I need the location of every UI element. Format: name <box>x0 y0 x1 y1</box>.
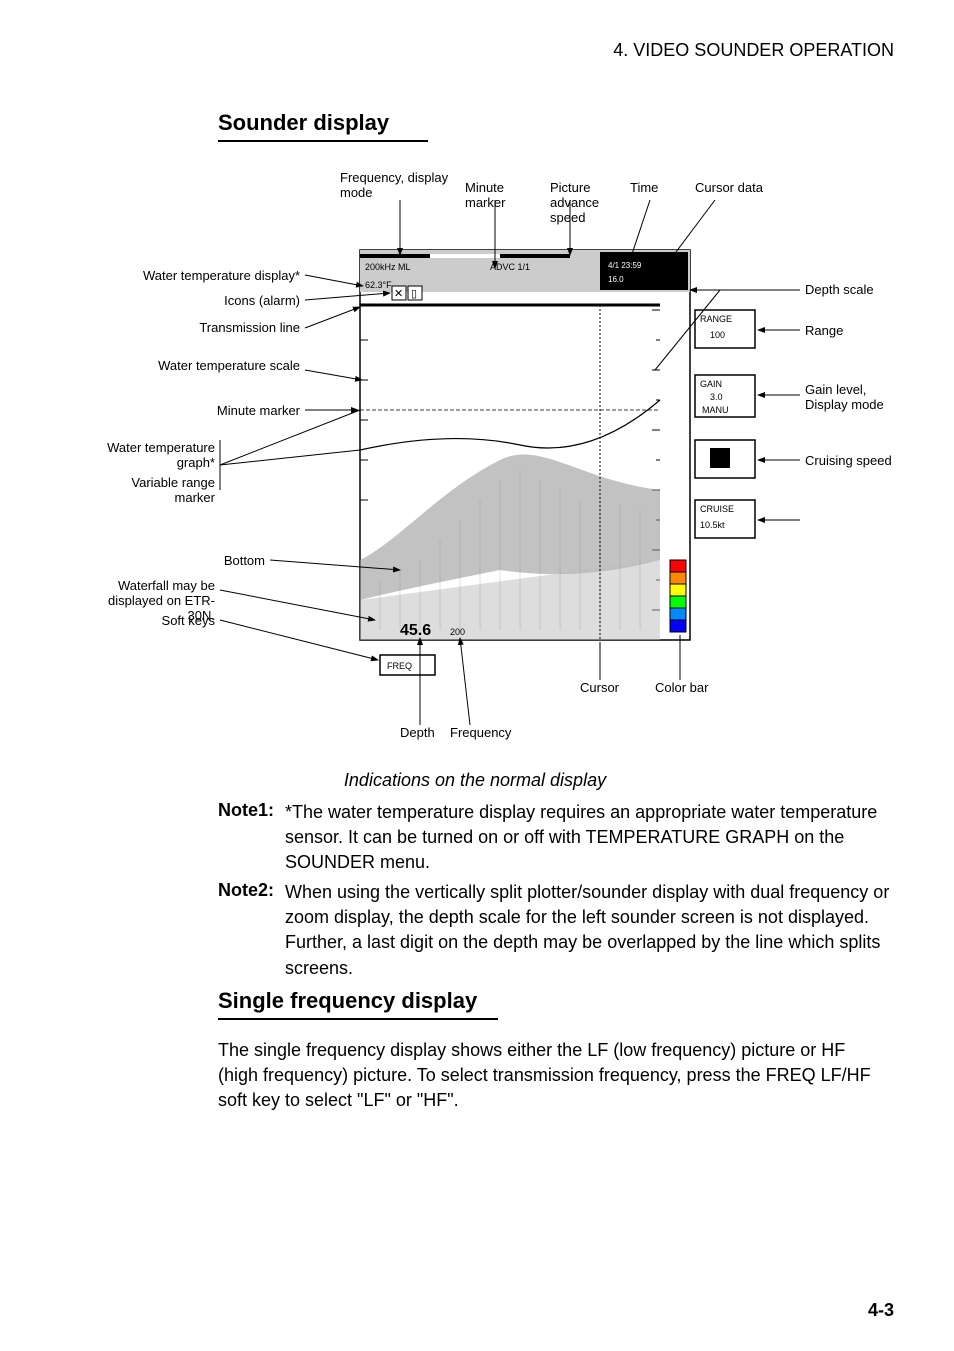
page-header: 4. VIDEO SOUNDER OPERATION <box>613 40 894 61</box>
label-alarm-icons: Icons (alarm) <box>180 293 300 308</box>
label-frequency: Frequency <box>450 725 530 740</box>
label-temp-graph: Water temperature graph* <box>100 440 215 470</box>
range-box-val: 100 <box>710 330 725 340</box>
label-cursor-data: Cursor data <box>695 180 775 195</box>
page-number: 4-3 <box>868 1300 894 1321</box>
cursor-data-text: 16.0 <box>608 275 624 284</box>
note1-text: *The water temperature display requires … <box>285 800 905 876</box>
cruise-box-val: 10.5kt <box>700 520 725 530</box>
label-soft-keys: Soft keys <box>140 613 215 628</box>
label-bottom: Bottom <box>160 553 265 568</box>
sounder-figure: ✕ ▯ <box>100 160 850 780</box>
picture-advance-text: ADVC 1/1 <box>490 262 530 272</box>
gain-box-val: 3.0 <box>710 392 723 402</box>
gain-box-label: GAIN <box>700 379 722 389</box>
label-temp-scale: Water temperature scale <box>140 358 300 373</box>
sub-section-title: Single frequency display <box>218 988 498 1020</box>
label-freq-mode: Frequency, display mode <box>340 170 450 200</box>
note2-label: Note2: <box>218 880 274 901</box>
softkey-freq-label: FREQ <box>387 661 412 671</box>
note1-label: Note1: <box>218 800 274 821</box>
svg-text:▯: ▯ <box>411 288 417 300</box>
cruise-box-label: CRUISE <box>700 504 734 514</box>
label-color-bar: Color bar <box>655 680 725 695</box>
section-title: Sounder display <box>218 110 428 142</box>
label-vrm: Variable range marker <box>100 475 215 505</box>
figure-caption: Indications on the normal display <box>100 770 850 791</box>
label-depth: Depth <box>400 725 450 740</box>
label-range: Range <box>805 323 865 338</box>
freq-mode-text: 200kHz ML <box>365 262 411 272</box>
label-gain: Gain level, Display mode <box>805 382 895 412</box>
label-transmission: Transmission line <box>160 320 300 335</box>
freq-value: 200 <box>450 627 465 637</box>
temp-value-text: 62.3°F <box>365 280 392 290</box>
label-minute-marker: Minute marker <box>180 403 300 418</box>
range-box-label: RANGE <box>700 314 732 324</box>
label-depth-scale: Depth scale <box>805 282 885 297</box>
note2-text: When using the vertically split plotter/… <box>285 880 905 981</box>
svg-text:✕: ✕ <box>394 288 403 300</box>
label-time: Time <box>630 180 680 195</box>
label-minute-marker-top: Minute marker <box>465 180 535 210</box>
description-text: The single frequency display shows eithe… <box>218 1038 888 1114</box>
label-cursor: Cursor <box>580 680 630 695</box>
time-text: 4/1 23:59 <box>608 261 642 270</box>
mode-box-val: MANU <box>702 405 729 415</box>
label-water-temp: Water temperature display* <box>140 268 300 283</box>
depth-value: 45.6 <box>400 622 431 639</box>
label-cruising: Cruising speed <box>805 453 905 468</box>
label-picture-advance: Picture advance speed <box>550 180 610 225</box>
